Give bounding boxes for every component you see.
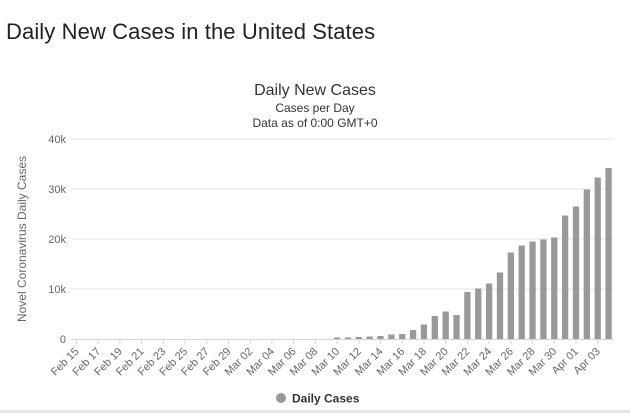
bar[interactable] bbox=[355, 337, 362, 339]
bar[interactable] bbox=[594, 177, 601, 340]
bar[interactable] bbox=[344, 337, 352, 340]
legend-item-label[interactable]: Daily Cases bbox=[292, 392, 360, 406]
y-tick-label: 20k bbox=[48, 234, 66, 246]
y-axis-ticks: 0 10k 20k 30k 40k bbox=[48, 134, 66, 346]
bar[interactable] bbox=[377, 336, 384, 339]
bar[interactable] bbox=[431, 316, 438, 339]
bar[interactable] bbox=[388, 334, 395, 340]
bar[interactable] bbox=[442, 311, 449, 340]
bar[interactable] bbox=[333, 337, 341, 340]
bar[interactable] bbox=[529, 241, 536, 340]
legend[interactable]: Daily Cases bbox=[276, 392, 360, 406]
y-tick-label: 30k bbox=[48, 184, 66, 196]
bar[interactable] bbox=[485, 283, 493, 340]
bottom-divider bbox=[0, 410, 630, 413]
y-tick-label: 10k bbox=[48, 284, 66, 296]
bar[interactable] bbox=[409, 330, 417, 339]
bar[interactable] bbox=[453, 315, 460, 339]
bar[interactable] bbox=[572, 206, 580, 340]
y-axis-label: Novel Coronavirus Daily Cases bbox=[15, 156, 29, 322]
y-tick-label: 0 bbox=[60, 334, 66, 346]
bar[interactable] bbox=[420, 324, 428, 340]
bar[interactable] bbox=[605, 168, 612, 339]
bar[interactable] bbox=[583, 189, 590, 340]
bar[interactable] bbox=[540, 239, 547, 340]
legend-marker bbox=[276, 393, 286, 403]
bar[interactable] bbox=[464, 292, 471, 339]
bar[interactable] bbox=[551, 237, 558, 340]
chart-subtitle-line-1: Cases per Day bbox=[275, 101, 354, 115]
page-title: Daily New Cases in the United States bbox=[6, 19, 376, 44]
bar[interactable] bbox=[561, 215, 569, 340]
y-tick-label: 40k bbox=[48, 134, 66, 146]
bar[interactable] bbox=[366, 336, 373, 340]
bar[interactable] bbox=[475, 288, 482, 340]
chart-subtitle-line-2: Data as of 0:00 GMT+0 bbox=[252, 116, 377, 130]
bar[interactable] bbox=[507, 252, 514, 340]
chart-title: Daily New Cases bbox=[254, 82, 376, 99]
bar[interactable] bbox=[399, 334, 406, 339]
bars bbox=[333, 168, 612, 340]
bar[interactable] bbox=[496, 272, 504, 340]
bar[interactable] bbox=[518, 245, 525, 340]
